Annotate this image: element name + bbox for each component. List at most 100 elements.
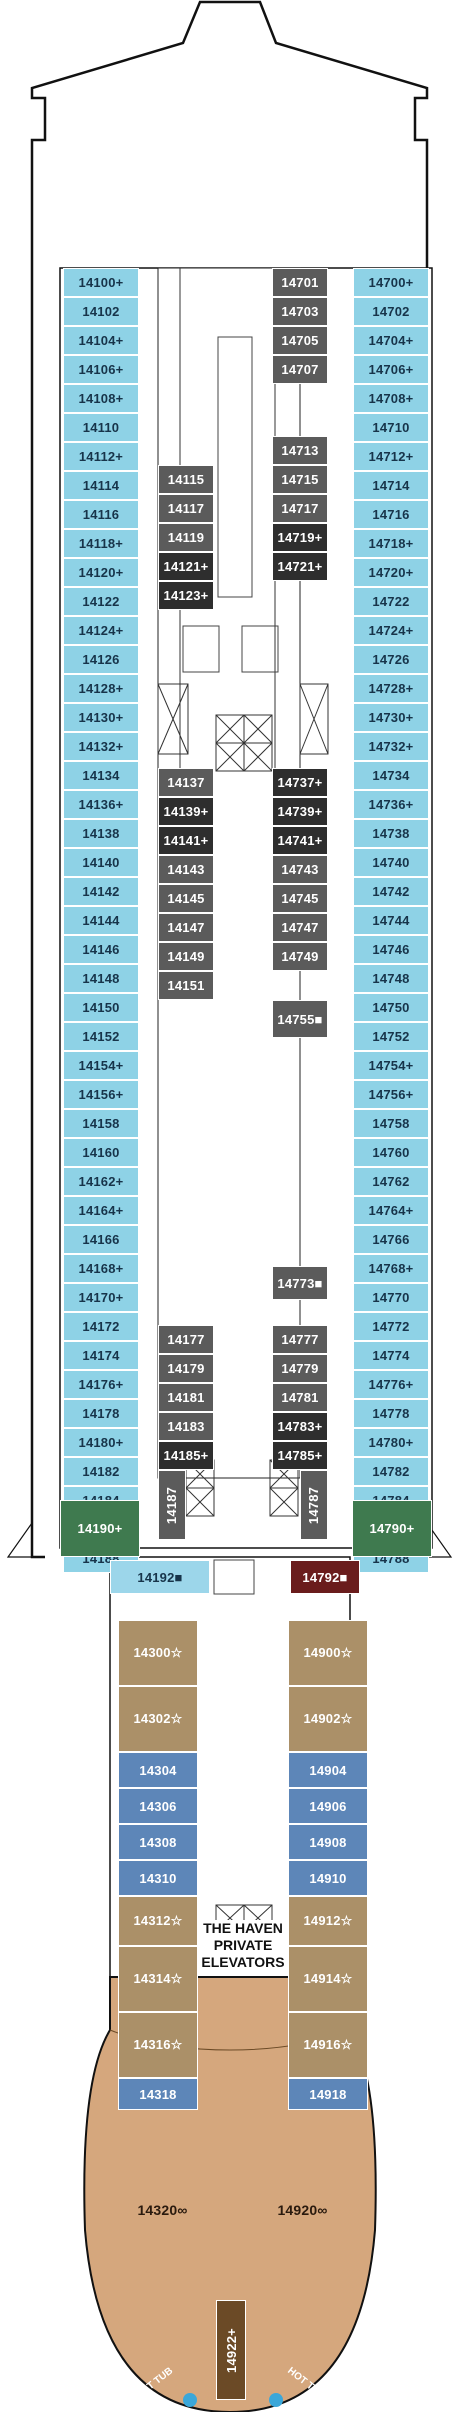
cabin-14781[interactable]: 14781	[272, 1383, 328, 1412]
cabin-14145[interactable]: 14145	[158, 884, 214, 913]
cabin-14740[interactable]: 14740	[353, 848, 429, 877]
cabin-14745[interactable]: 14745	[272, 884, 328, 913]
cabin-14743[interactable]: 14743	[272, 855, 328, 884]
cabin-14715[interactable]: 14715	[272, 465, 328, 494]
cabin-14312[interactable]: 14312☆	[118, 1896, 198, 1946]
cabin-14776[interactable]: 14776+	[353, 1370, 429, 1399]
cabin-14918[interactable]: 14918	[288, 2078, 368, 2110]
cabin-14902[interactable]: 14902☆	[288, 1686, 368, 1752]
cabin-14108[interactable]: 14108+	[63, 384, 139, 413]
cabin-14744[interactable]: 14744	[353, 906, 429, 935]
cabin-14722[interactable]: 14722	[353, 587, 429, 616]
cabin-14151[interactable]: 14151	[158, 971, 214, 1000]
cabin-14718[interactable]: 14718+	[353, 529, 429, 558]
cabin-14178[interactable]: 14178	[63, 1399, 139, 1428]
cabin-14160[interactable]: 14160	[63, 1138, 139, 1167]
cabin-14742[interactable]: 14742	[353, 877, 429, 906]
cabin-14134[interactable]: 14134	[63, 761, 139, 790]
cabin-14132[interactable]: 14132+	[63, 732, 139, 761]
cabin-14183[interactable]: 14183	[158, 1412, 214, 1441]
cabin-14122[interactable]: 14122	[63, 587, 139, 616]
cabin-14190[interactable]: 14190+	[60, 1500, 140, 1557]
cabin-14732[interactable]: 14732+	[353, 732, 429, 761]
cabin-14318[interactable]: 14318	[118, 2078, 198, 2110]
cabin-14146[interactable]: 14146	[63, 935, 139, 964]
cabin-14115[interactable]: 14115	[158, 465, 214, 494]
cabin-14152[interactable]: 14152	[63, 1022, 139, 1051]
cabin-14130[interactable]: 14130+	[63, 703, 139, 732]
cabin-14716[interactable]: 14716	[353, 500, 429, 529]
cabin-14785[interactable]: 14785+	[272, 1441, 328, 1470]
cabin-14770[interactable]: 14770	[353, 1283, 429, 1312]
cabin-14187[interactable]: 14187	[158, 1470, 186, 1540]
cabin-14710[interactable]: 14710	[353, 413, 429, 442]
cabin-14756[interactable]: 14756+	[353, 1080, 429, 1109]
cabin-14119[interactable]: 14119	[158, 523, 214, 552]
cabin-14752[interactable]: 14752	[353, 1022, 429, 1051]
cabin-14147[interactable]: 14147	[158, 913, 214, 942]
cabin-14148[interactable]: 14148	[63, 964, 139, 993]
cabin-14179[interactable]: 14179	[158, 1354, 214, 1383]
cabin-14114[interactable]: 14114	[63, 471, 139, 500]
cabin-14920[interactable]: 14920∞	[250, 2190, 355, 2230]
cabin-14747[interactable]: 14747	[272, 913, 328, 942]
cabin-14320[interactable]: 14320∞	[110, 2190, 215, 2230]
cabin-14124[interactable]: 14124+	[63, 616, 139, 645]
cabin-14102[interactable]: 14102	[63, 297, 139, 326]
cabin-14790[interactable]: 14790+	[352, 1500, 432, 1557]
cabin-14144[interactable]: 14144	[63, 906, 139, 935]
cabin-14308[interactable]: 14308	[118, 1824, 198, 1860]
cabin-14304[interactable]: 14304	[118, 1752, 198, 1788]
cabin-14176[interactable]: 14176+	[63, 1370, 139, 1399]
cabin-14166[interactable]: 14166	[63, 1225, 139, 1254]
cabin-14783[interactable]: 14783+	[272, 1412, 328, 1441]
cabin-14737[interactable]: 14737+	[272, 768, 328, 797]
cabin-14721[interactable]: 14721+	[272, 552, 328, 581]
cabin-14777[interactable]: 14777	[272, 1325, 328, 1354]
cabin-14780[interactable]: 14780+	[353, 1428, 429, 1457]
cabin-14900[interactable]: 14900☆	[288, 1620, 368, 1686]
cabin-14170[interactable]: 14170+	[63, 1283, 139, 1312]
cabin-14704[interactable]: 14704+	[353, 326, 429, 355]
cabin-14764[interactable]: 14764+	[353, 1196, 429, 1225]
cabin-14910[interactable]: 14910	[288, 1860, 368, 1896]
cabin-14316[interactable]: 14316☆	[118, 2012, 198, 2078]
cabin-14162[interactable]: 14162+	[63, 1167, 139, 1196]
cabin-14136[interactable]: 14136+	[63, 790, 139, 819]
cabin-14906[interactable]: 14906	[288, 1788, 368, 1824]
cabin-14904[interactable]: 14904	[288, 1752, 368, 1788]
cabin-14110[interactable]: 14110	[63, 413, 139, 442]
cabin-14762[interactable]: 14762	[353, 1167, 429, 1196]
cabin-14754[interactable]: 14754+	[353, 1051, 429, 1080]
cabin-14142[interactable]: 14142	[63, 877, 139, 906]
cabin-14700[interactable]: 14700+	[353, 268, 429, 297]
cabin-14748[interactable]: 14748	[353, 964, 429, 993]
cabin-14749[interactable]: 14749	[272, 942, 328, 971]
cabin-14908[interactable]: 14908	[288, 1824, 368, 1860]
cabin-14154[interactable]: 14154+	[63, 1051, 139, 1080]
cabin-14717[interactable]: 14717	[272, 494, 328, 523]
cabin-14724[interactable]: 14724+	[353, 616, 429, 645]
cabin-14912[interactable]: 14912☆	[288, 1896, 368, 1946]
cabin-14112[interactable]: 14112+	[63, 442, 139, 471]
cabin-14778[interactable]: 14778	[353, 1399, 429, 1428]
cabin-14736[interactable]: 14736+	[353, 790, 429, 819]
cabin-14755[interactable]: 14755■	[272, 1000, 328, 1038]
cabin-14782[interactable]: 14782	[353, 1457, 429, 1486]
cabin-14774[interactable]: 14774	[353, 1341, 429, 1370]
cabin-14128[interactable]: 14128+	[63, 674, 139, 703]
cabin-14758[interactable]: 14758	[353, 1109, 429, 1138]
cabin-14787[interactable]: 14787	[300, 1470, 328, 1540]
cabin-14720[interactable]: 14720+	[353, 558, 429, 587]
cabin-14138[interactable]: 14138	[63, 819, 139, 848]
cabin-14149[interactable]: 14149	[158, 942, 214, 971]
cabin-14708[interactable]: 14708+	[353, 384, 429, 413]
cabin-14701[interactable]: 14701	[272, 268, 328, 297]
cabin-14306[interactable]: 14306	[118, 1788, 198, 1824]
cabin-14728[interactable]: 14728+	[353, 674, 429, 703]
cabin-14750[interactable]: 14750	[353, 993, 429, 1022]
cabin-14106[interactable]: 14106+	[63, 355, 139, 384]
cabin-14706[interactable]: 14706+	[353, 355, 429, 384]
cabin-14712[interactable]: 14712+	[353, 442, 429, 471]
cabin-14713[interactable]: 14713	[272, 436, 328, 465]
